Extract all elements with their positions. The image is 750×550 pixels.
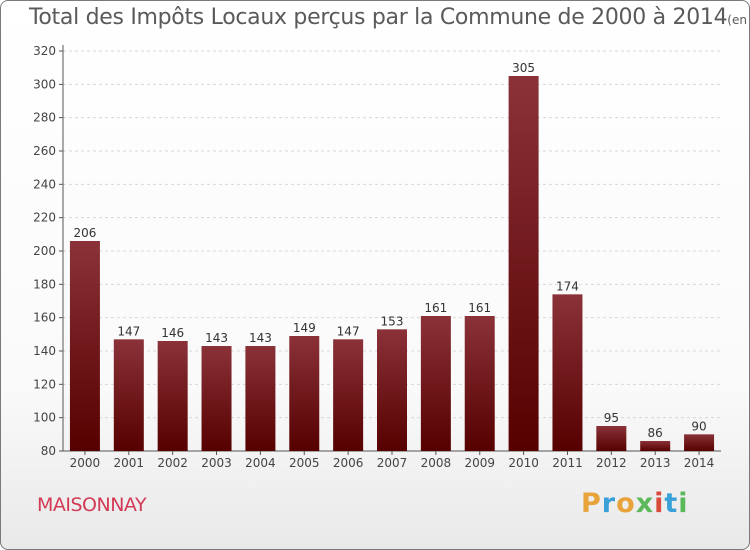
bar-2006 — [333, 339, 364, 451]
bar-2014 — [684, 434, 715, 451]
logo-letter: x — [635, 488, 655, 519]
x-tick-label: 2002 — [157, 456, 188, 470]
logo-letter: o — [616, 488, 636, 519]
logo-letter: r — [601, 488, 617, 519]
data-label-2012: 95 — [604, 411, 619, 425]
y-tick-label: 160 — [33, 311, 56, 325]
data-label-2009: 161 — [468, 301, 491, 315]
y-tick-label: 100 — [33, 411, 56, 425]
bar-2008 — [420, 316, 451, 451]
bar-2005 — [289, 336, 320, 451]
y-tick-label: 300 — [33, 77, 56, 91]
x-tick-label: 2012 — [596, 456, 627, 470]
x-tick-label: 2011 — [552, 456, 583, 470]
proxiti-logo: Proxiti — [581, 488, 689, 519]
y-tick-label: 140 — [33, 344, 56, 358]
commune-name: MAISONNAY — [37, 494, 147, 516]
x-tick-label: 2006 — [333, 456, 364, 470]
data-label-2005: 149 — [293, 321, 316, 335]
chart-title: Total des Impôts Locaux perçus par la Co… — [29, 5, 749, 30]
logo-letter: i — [678, 488, 689, 519]
title-text: Total des Impôts Locaux perçus par la Co… — [29, 5, 728, 30]
bar-2012 — [596, 426, 627, 451]
y-tick-label: 180 — [33, 277, 56, 291]
data-label-2000: 206 — [73, 226, 96, 240]
title-unit: (en milliers d'€) — [727, 13, 749, 27]
bar-2002 — [157, 341, 188, 451]
bar-2003 — [201, 346, 232, 451]
bar-2000 — [69, 241, 100, 451]
y-tick-label: 80 — [41, 444, 56, 458]
y-tick-label: 260 — [33, 144, 56, 158]
y-tick-label: 320 — [33, 44, 56, 58]
y-tick-label: 200 — [33, 244, 56, 258]
logo-letter: t — [664, 488, 679, 519]
y-tick-label: 220 — [33, 211, 56, 225]
data-label-2002: 146 — [161, 326, 184, 340]
x-tick-label: 2007 — [377, 456, 408, 470]
x-tick-label: 2009 — [464, 456, 495, 470]
data-label-2011: 174 — [556, 279, 579, 293]
data-label-2003: 143 — [205, 331, 228, 345]
bar-2007 — [377, 329, 407, 451]
data-label-2006: 147 — [337, 324, 360, 338]
x-tick-label: 2004 — [245, 456, 276, 470]
bar-2011 — [552, 294, 583, 451]
bar-2009 — [464, 316, 495, 451]
y-tick-label: 280 — [33, 111, 56, 125]
data-label-2008: 161 — [424, 301, 447, 315]
data-label-2014: 90 — [691, 419, 706, 433]
logo-letter: P — [581, 488, 602, 519]
bar-2013 — [640, 441, 671, 451]
bar-2004 — [245, 346, 276, 451]
x-tick-label: 2013 — [640, 456, 671, 470]
x-tick-label: 2000 — [70, 456, 101, 470]
x-tick-label: 2003 — [201, 456, 232, 470]
data-label-2010: 305 — [512, 61, 535, 75]
logo-letter: i — [654, 488, 665, 519]
x-tick-label: 2008 — [421, 456, 452, 470]
x-tick-label: 2001 — [114, 456, 145, 470]
y-tick-label: 120 — [33, 377, 56, 391]
bar-2001 — [113, 339, 144, 451]
data-label-2013: 86 — [648, 426, 663, 440]
data-label-2007: 153 — [381, 314, 404, 328]
x-tick-label: 2010 — [508, 456, 539, 470]
data-label-2004: 143 — [249, 331, 272, 345]
x-tick-label: 2005 — [289, 456, 320, 470]
bar-2010 — [508, 76, 539, 451]
x-tick-label: 2014 — [684, 456, 715, 470]
y-tick-label: 240 — [33, 177, 56, 191]
data-label-2001: 147 — [117, 324, 140, 338]
